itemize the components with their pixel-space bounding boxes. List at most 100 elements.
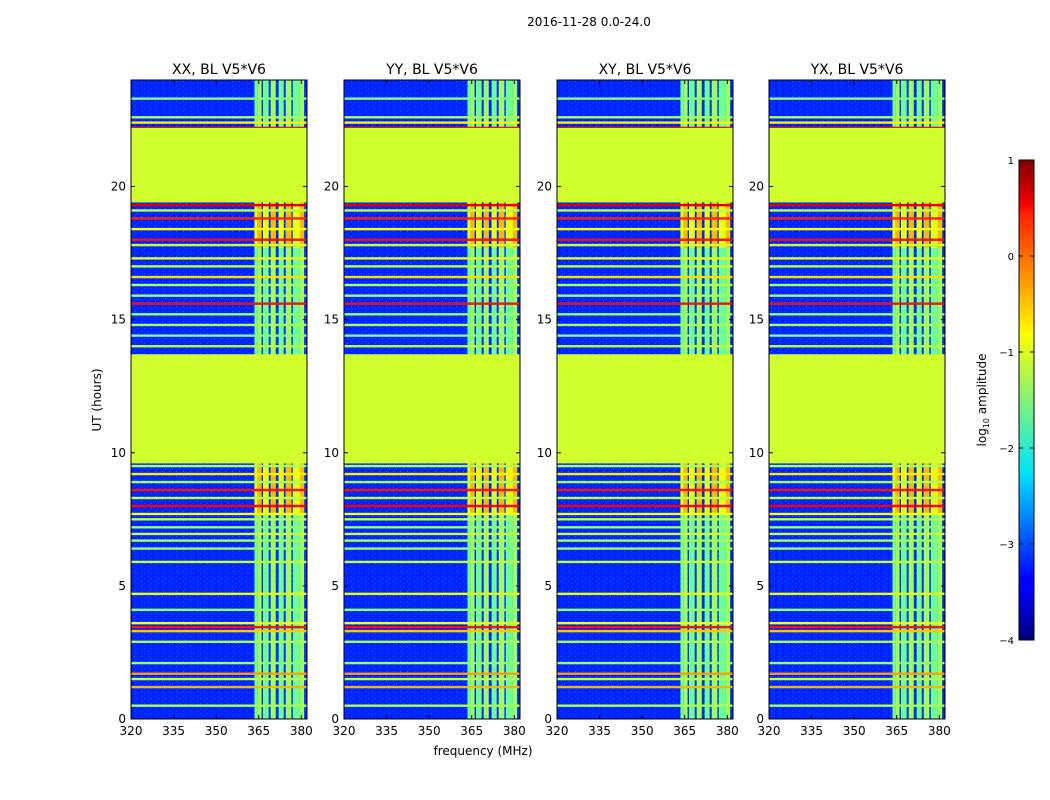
colorbar-tick-label: −1 xyxy=(999,348,1014,359)
time-flag-line xyxy=(131,704,307,707)
time-flag-line xyxy=(557,302,733,305)
time-flag-line xyxy=(131,227,307,231)
time-flag-line xyxy=(769,334,945,337)
rfi-strong-block xyxy=(278,202,284,248)
rfi-strong-block xyxy=(689,202,695,248)
time-flag-line xyxy=(769,672,945,675)
time-flag-line xyxy=(557,121,733,124)
flagged-time-band xyxy=(769,127,945,203)
rfi-strong-block xyxy=(711,202,718,248)
time-flag-line xyxy=(769,685,945,689)
x-tick-label: 350 xyxy=(843,724,866,738)
rfi-strong-block xyxy=(892,202,896,248)
panel-plot-area xyxy=(131,80,307,719)
time-flag-line xyxy=(557,116,733,119)
time-flag-line xyxy=(131,294,307,297)
colorbar-gradient xyxy=(1018,159,1035,641)
time-flag-line xyxy=(131,283,307,287)
time-flag-line xyxy=(557,608,733,612)
rfi-strong-block xyxy=(263,202,269,248)
rfi-strong-block xyxy=(467,463,471,514)
rfi-strong-block xyxy=(696,463,702,514)
time-flag-line xyxy=(131,608,307,612)
time-flag-line xyxy=(557,640,733,643)
rfi-strong-block xyxy=(916,202,922,248)
rfi-strong-block xyxy=(292,463,300,514)
time-flag-line xyxy=(344,625,520,629)
y-tick-label: 5 xyxy=(756,579,764,593)
time-flag-line xyxy=(344,203,520,207)
time-flag-line xyxy=(344,283,520,287)
colorbar-label: log10 amplitude xyxy=(975,354,991,447)
time-flag-line xyxy=(769,608,945,612)
time-flag-line xyxy=(557,539,733,542)
time-flag-line xyxy=(131,472,307,476)
time-flag-line xyxy=(557,488,733,492)
rfi-strong-block xyxy=(711,463,718,514)
time-flag-line xyxy=(557,672,733,675)
x-tick-label: 380 xyxy=(503,724,526,738)
y-tick-label: 15 xyxy=(324,313,339,327)
time-flag-line xyxy=(769,704,945,707)
y-tick-label: 5 xyxy=(331,579,339,593)
y-tick-label: 20 xyxy=(537,180,552,194)
time-flag-line xyxy=(557,294,733,297)
rfi-strong-block xyxy=(470,202,475,248)
time-flag-line xyxy=(769,677,945,681)
rfi-strong-block xyxy=(498,202,505,248)
time-flag-line xyxy=(131,265,307,268)
time-flag-line xyxy=(769,640,945,643)
x-axis-label: frequency (MHz) xyxy=(433,744,532,758)
rfi-strong-block xyxy=(299,202,305,248)
time-flag-line xyxy=(557,97,733,100)
time-flag-line xyxy=(557,661,733,665)
time-flag-line xyxy=(769,209,945,212)
rfi-strong-block xyxy=(680,463,684,514)
rfi-strong-block xyxy=(718,202,726,248)
time-flag-line xyxy=(344,608,520,612)
y-tick-label: 15 xyxy=(537,313,552,327)
rfi-strong-block xyxy=(483,202,489,248)
time-flag-line xyxy=(557,532,733,536)
time-flag-line xyxy=(344,677,520,681)
y-tick-label: 0 xyxy=(544,712,552,726)
rfi-strong-block xyxy=(491,202,497,248)
time-flag-line xyxy=(557,547,733,550)
time-flag-line xyxy=(557,704,733,707)
time-flag-line xyxy=(769,265,945,268)
time-flag-line xyxy=(557,203,733,207)
x-tick-label: 350 xyxy=(205,724,228,738)
time-flag-line xyxy=(131,629,307,633)
time-flag-line xyxy=(131,640,307,643)
time-flag-line xyxy=(344,265,520,268)
rfi-strong-block xyxy=(696,202,702,248)
time-flag-line xyxy=(344,257,520,260)
time-flag-line xyxy=(131,672,307,675)
time-flag-line xyxy=(769,283,945,287)
panel-plot-area xyxy=(344,80,520,719)
time-flag-line xyxy=(769,496,945,500)
time-flag-line xyxy=(769,526,945,529)
time-flag-line xyxy=(344,313,520,316)
x-tick-label: 365 xyxy=(673,724,696,738)
time-flag-line xyxy=(769,480,945,484)
rfi-strong-block xyxy=(683,202,688,248)
time-flag-line xyxy=(344,518,520,521)
rfi-strong-block xyxy=(937,463,943,514)
time-flag-line xyxy=(131,323,307,327)
time-flag-line xyxy=(131,504,307,508)
time-flag-line xyxy=(344,302,520,305)
time-flag-line xyxy=(131,592,307,596)
y-tick-label: 20 xyxy=(324,180,339,194)
time-flag-line xyxy=(557,464,733,468)
time-flag-line xyxy=(131,275,307,279)
time-flag-line xyxy=(344,547,520,550)
time-flag-line xyxy=(344,116,520,119)
x-tick-label: 365 xyxy=(885,724,908,738)
flagged-time-band xyxy=(344,354,520,464)
rfi-strong-block xyxy=(278,463,284,514)
time-flag-line xyxy=(131,512,307,516)
time-flag-line xyxy=(557,512,733,516)
